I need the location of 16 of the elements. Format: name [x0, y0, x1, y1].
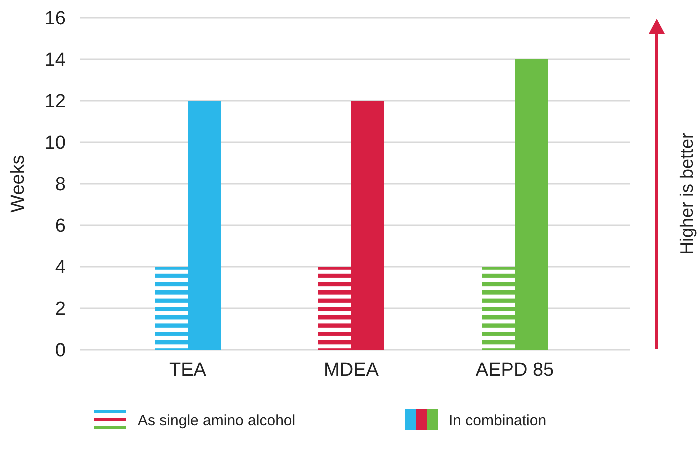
y-axis-title: Weeks	[8, 155, 29, 213]
text: Higher is better	[677, 132, 697, 256]
y-tick-label: 2	[55, 299, 66, 320]
x-tick-label: MDEA	[324, 360, 380, 381]
y-tick-label: 10	[44, 133, 66, 154]
legend-label: As single amino alcohol	[138, 412, 296, 430]
y-tick-label: 6	[55, 216, 66, 238]
x-tick-label: AEPD 85	[476, 360, 554, 381]
x-tick-label: TEA	[170, 360, 207, 381]
legend-label: In combination	[449, 412, 547, 430]
y-tick-label: 8	[55, 174, 66, 196]
y-tick-label: 4	[55, 258, 66, 279]
y-tick-label: 12	[44, 92, 66, 113]
y-tick-label: 14	[44, 50, 66, 72]
y-tick-label: 16	[44, 8, 66, 30]
y-tick-label: 0	[55, 340, 66, 362]
